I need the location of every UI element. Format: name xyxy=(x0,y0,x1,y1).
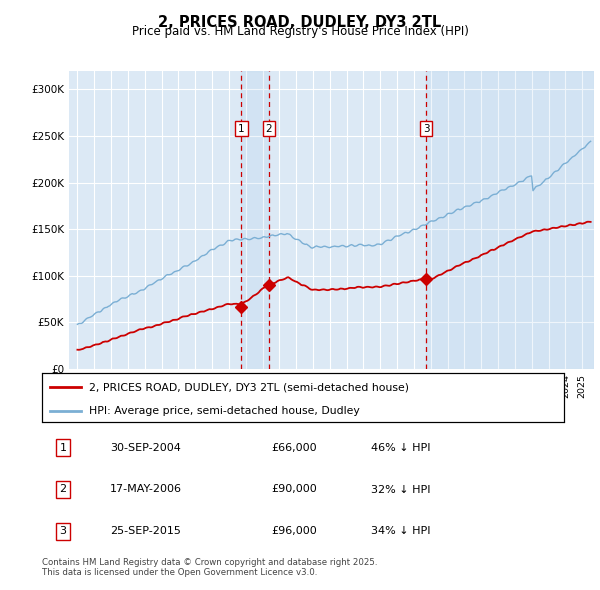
Text: 1: 1 xyxy=(59,442,67,453)
Text: 34% ↓ HPI: 34% ↓ HPI xyxy=(371,526,430,536)
Text: 1: 1 xyxy=(238,123,245,133)
Text: £66,000: £66,000 xyxy=(272,442,317,453)
Text: 32% ↓ HPI: 32% ↓ HPI xyxy=(371,484,430,494)
Text: 30-SEP-2004: 30-SEP-2004 xyxy=(110,442,181,453)
Text: HPI: Average price, semi-detached house, Dudley: HPI: Average price, semi-detached house,… xyxy=(89,406,360,416)
Text: 2, PRICES ROAD, DUDLEY, DY3 2TL: 2, PRICES ROAD, DUDLEY, DY3 2TL xyxy=(158,15,442,30)
Text: £90,000: £90,000 xyxy=(272,484,317,494)
Bar xyxy=(426,71,594,369)
Text: 17-MAY-2006: 17-MAY-2006 xyxy=(110,484,182,494)
Text: Price paid vs. HM Land Registry's House Price Index (HPI): Price paid vs. HM Land Registry's House … xyxy=(131,25,469,38)
Bar xyxy=(241,71,269,369)
Text: 3: 3 xyxy=(423,123,430,133)
Text: Contains HM Land Registry data © Crown copyright and database right 2025.
This d: Contains HM Land Registry data © Crown c… xyxy=(42,558,377,577)
Text: 25-SEP-2015: 25-SEP-2015 xyxy=(110,526,181,536)
Text: 46% ↓ HPI: 46% ↓ HPI xyxy=(371,442,430,453)
Text: 3: 3 xyxy=(59,526,67,536)
Text: 2, PRICES ROAD, DUDLEY, DY3 2TL (semi-detached house): 2, PRICES ROAD, DUDLEY, DY3 2TL (semi-de… xyxy=(89,382,409,392)
Text: 2: 2 xyxy=(266,123,272,133)
Text: 2: 2 xyxy=(59,484,67,494)
Text: £96,000: £96,000 xyxy=(272,526,317,536)
